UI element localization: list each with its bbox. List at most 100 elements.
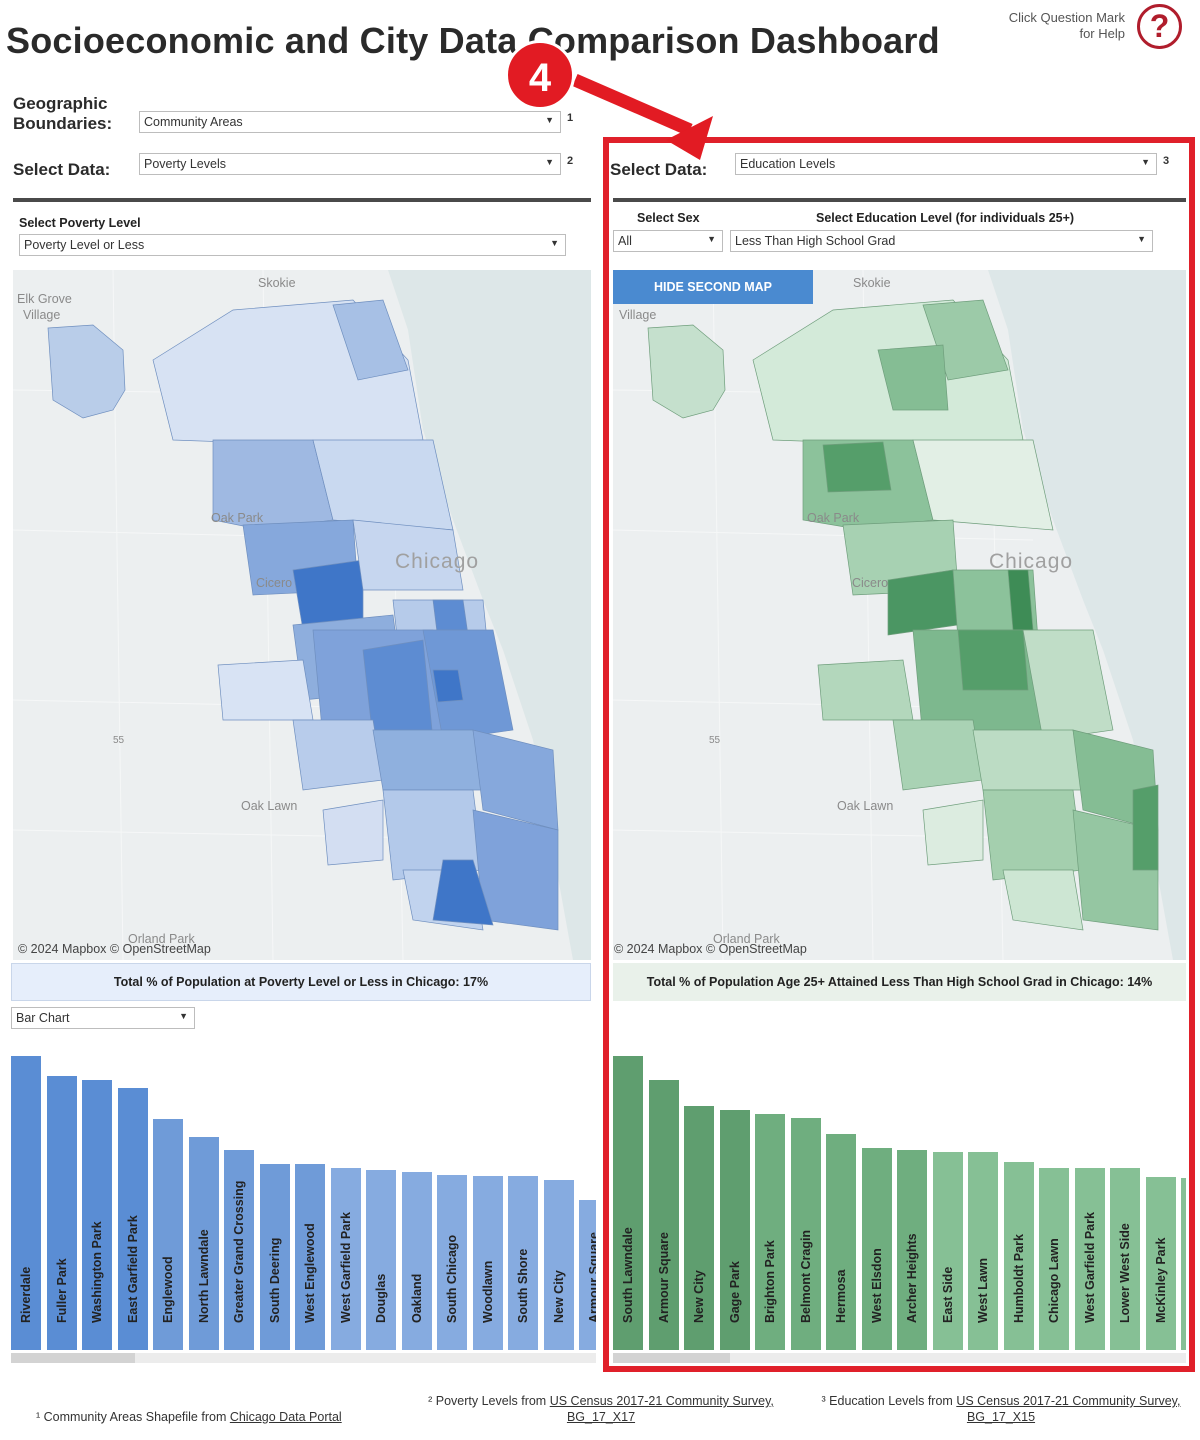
chicago-data-portal-link[interactable]: Chicago Data Portal xyxy=(229,1410,342,1424)
census-link[interactable]: US Census 2017-21 Community Survey, xyxy=(956,1394,1181,1408)
chart-type-dropdown[interactable]: Bar Chart ▼ xyxy=(11,1007,195,1029)
highlight-box xyxy=(603,137,1195,1372)
right-bar[interactable]: West Lawn xyxy=(968,1152,998,1350)
census-link[interactable]: US Census 2017-21 Community Survey, xyxy=(549,1394,774,1408)
left-bar-label: Englewood xyxy=(161,1256,175,1323)
right-total-banner: Total % of Population Age 25+ Attained L… xyxy=(613,963,1186,1001)
map-attribution[interactable]: © 2024 Mapbox © OpenStreetMap xyxy=(614,942,807,956)
select-data-label-right: Select Data: xyxy=(610,160,708,179)
left-total-banner: Total % of Population at Poverty Level o… xyxy=(11,963,591,1001)
left-bar-label: South Shore xyxy=(516,1248,530,1323)
right-bar[interactable]: Brighton Park xyxy=(755,1114,785,1350)
right-bar[interactable]: Belmont Cragin xyxy=(790,1118,821,1350)
geo-boundaries-dropdown[interactable]: Community Areas ▼ xyxy=(139,111,561,133)
left-bar[interactable]: Douglas xyxy=(366,1170,396,1350)
divider xyxy=(613,198,1186,202)
right-bar[interactable]: East Side xyxy=(932,1152,963,1350)
right-bar[interactable]: Humboldt Park xyxy=(1003,1162,1034,1350)
right-bar[interactable]: Chicago Lawn xyxy=(1039,1168,1069,1350)
map-label: Cicero xyxy=(256,576,293,590)
poverty-bar-chart[interactable]: Riverdale Fuller Park Washington Park East … xyxy=(11,1050,596,1350)
right-bar[interactable]: Gage Park xyxy=(1181,1178,1186,1350)
scrollbar-thumb[interactable] xyxy=(11,1353,135,1363)
left-bar-label: South Deering xyxy=(267,1237,282,1323)
left-bar[interactable]: East Garfield Park xyxy=(117,1088,148,1350)
left-bar-label: Fuller Park xyxy=(54,1258,69,1323)
right-data-dropdown[interactable]: Education Levels ▼ xyxy=(735,153,1157,175)
footnote-1: ¹ Community Areas Shapefile from Chicago… xyxy=(36,1410,342,1424)
left-bar-label: South Chicago xyxy=(445,1234,459,1323)
highway-shield-icon: 55 xyxy=(709,735,721,746)
poverty-level-dropdown[interactable]: Poverty Level or Less ▼ xyxy=(19,234,566,256)
right-bar[interactable]: Armour Square xyxy=(648,1080,679,1350)
chevron-down-icon: ▼ xyxy=(545,115,554,125)
map-label: Orland Park xyxy=(128,932,195,946)
right-bar[interactable]: Hermosa xyxy=(826,1134,856,1350)
map-label: Skokie xyxy=(853,276,891,290)
map-label: Oak Lawn xyxy=(241,799,298,813)
left-bar[interactable]: Armour Square xyxy=(579,1200,596,1350)
chevron-down-icon: ▼ xyxy=(550,238,559,248)
scrollbar-thumb[interactable] xyxy=(613,1353,730,1363)
left-bar[interactable]: Riverdale xyxy=(11,1056,41,1350)
left-bar[interactable]: South Deering xyxy=(259,1164,290,1350)
left-bar-label: Woodlawn xyxy=(480,1260,495,1323)
left-bar[interactable]: Greater Grand Crossing xyxy=(224,1150,254,1350)
map-label: Oak Park xyxy=(807,511,860,525)
step-badge: 4 xyxy=(505,40,575,110)
hide-second-map-button[interactable]: HIDE SECOND MAP xyxy=(613,270,813,304)
right-bar[interactable]: South Lawndale xyxy=(613,1056,643,1350)
left-bar[interactable]: South Shore xyxy=(508,1176,538,1350)
left-bar-label: Oakland xyxy=(409,1273,424,1323)
right-bar[interactable]: McKinley Park xyxy=(1145,1177,1176,1350)
sex-dropdown[interactable]: All ▼ xyxy=(613,230,723,252)
map-attribution[interactable]: © 2024 Mapbox © OpenStreetMap xyxy=(18,942,211,956)
footnote-marker: 3 xyxy=(1163,155,1170,167)
poverty-map[interactable]: Skokie Elk Grove Village Oak Park Chicag… xyxy=(13,270,591,960)
footnote-marker: 1 xyxy=(567,112,574,124)
census-table-link[interactable]: BG_17_X17 xyxy=(566,1410,636,1424)
right-bar[interactable]: Lower West Side xyxy=(1110,1168,1140,1350)
left-bar-label: Washington Park xyxy=(90,1221,104,1323)
left-bar[interactable]: Oakland xyxy=(401,1172,432,1350)
right-chart-scrollbar[interactable] xyxy=(613,1353,1186,1363)
right-bar[interactable]: West Elsdon xyxy=(861,1148,892,1350)
left-bar-label: West Garfield Park xyxy=(338,1212,353,1323)
left-bar[interactable]: North Lawndale xyxy=(188,1137,219,1350)
left-chart-scrollbar[interactable] xyxy=(11,1353,596,1363)
chevron-down-icon: ▼ xyxy=(545,157,554,167)
education-bar-chart[interactable]: South Lawndale Armour Square New City Gage … xyxy=(613,1050,1186,1350)
left-bar[interactable]: New City xyxy=(543,1180,574,1350)
question-mark-icon[interactable]: ? xyxy=(1137,4,1182,49)
footnote-3: ³ Education Levels from US Census 2017-2… xyxy=(821,1394,1181,1424)
education-map[interactable]: Skokie Village Oak Park Chicago Cicero O… xyxy=(613,270,1186,960)
chevron-down-icon: ▼ xyxy=(179,1011,188,1021)
left-data-dropdown[interactable]: Poverty Levels ▼ xyxy=(139,153,561,175)
divider xyxy=(13,198,591,202)
census-table-link[interactable]: BG_17_X15 xyxy=(966,1410,1036,1424)
left-bar-label: New City xyxy=(551,1270,566,1323)
map-label: Chicago xyxy=(989,550,1074,573)
left-bar[interactable]: Englewood xyxy=(153,1119,183,1350)
highway-shield-icon: 55 xyxy=(113,735,125,746)
map-label: Chicago xyxy=(395,550,480,573)
right-bar[interactable]: Archer Heights xyxy=(897,1150,927,1350)
page-title: Socioeconomic and City Data Comparison D… xyxy=(6,20,940,61)
left-bar[interactable]: West Englewood xyxy=(295,1164,325,1350)
left-bar[interactable]: Fuller Park xyxy=(46,1076,77,1350)
chevron-down-icon: ▼ xyxy=(1137,234,1146,244)
footnote-marker: 2 xyxy=(567,155,574,167)
map-label: Oak Lawn xyxy=(837,799,894,813)
left-bar-label: East Garfield Park xyxy=(125,1215,140,1323)
map-label: Village xyxy=(23,308,61,322)
right-bar[interactable]: Gage Park xyxy=(719,1110,750,1350)
left-bar[interactable]: Washington Park xyxy=(82,1080,112,1350)
help-hint: Click Question Mark for Help xyxy=(1008,10,1125,41)
right-bar[interactable]: New City xyxy=(684,1106,714,1350)
education-level-dropdown[interactable]: Less Than High School Grad ▼ xyxy=(730,230,1153,252)
right-bar[interactable]: West Garfield Park xyxy=(1074,1168,1105,1350)
left-bar[interactable]: West Garfield Park xyxy=(330,1168,361,1350)
left-bar[interactable]: South Chicago xyxy=(437,1175,467,1350)
left-bar[interactable]: Woodlawn xyxy=(472,1176,503,1350)
map-label: Village xyxy=(619,308,657,322)
